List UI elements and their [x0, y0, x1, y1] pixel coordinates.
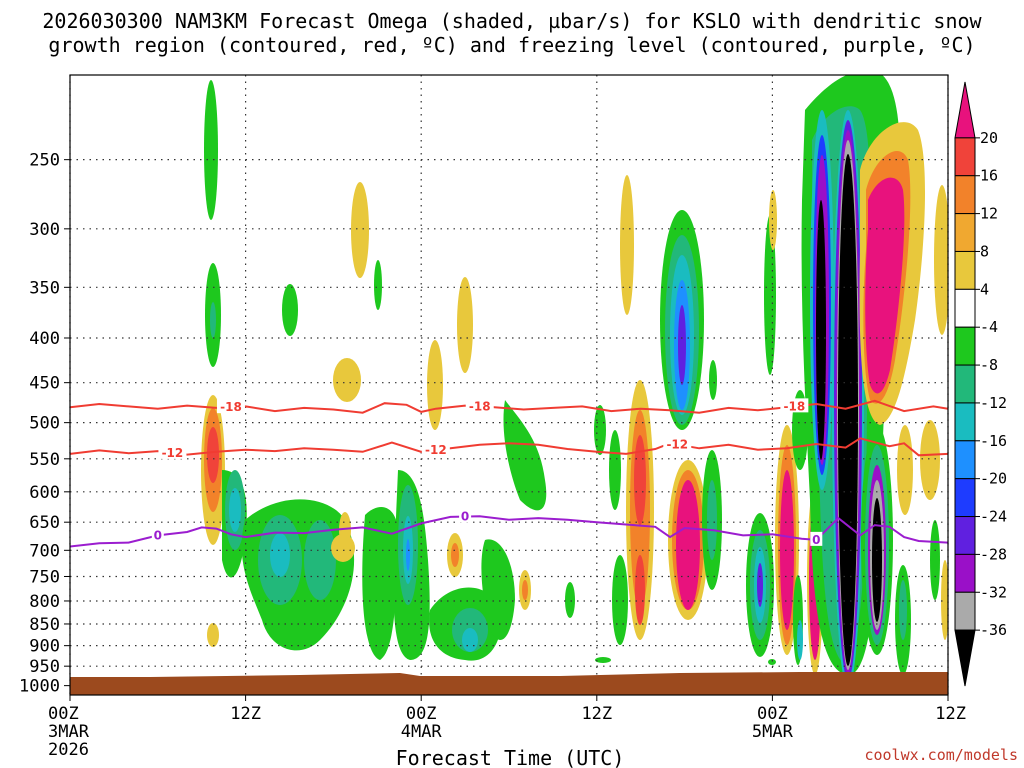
contour-label: 0 [461, 510, 469, 524]
x-tick-label: 00Z [48, 704, 79, 724]
omega-shading-layer [201, 75, 948, 690]
x-tick-date: 3MAR [48, 722, 90, 742]
contour-label: -18 [784, 399, 806, 413]
colorbar-swatch [954, 175, 976, 215]
contour-label: 0 [154, 528, 162, 542]
credit-text[interactable]: coolwx.com/models [864, 746, 1018, 764]
omega-blob [362, 277, 606, 661]
y-axis: 2503003504004505005506006507007508008509… [19, 151, 70, 697]
contour-label: -12 [162, 446, 184, 460]
y-tick-label: 700 [29, 541, 60, 561]
colorbar-swatch [954, 478, 976, 518]
contour-label-bg [421, 442, 450, 457]
colorbar-swatch [954, 288, 976, 328]
colorbar-label: -20 [980, 470, 1007, 488]
x-axis-label: Forecast Time (UTC) [396, 746, 625, 768]
contour-label-bg [663, 436, 692, 451]
colorbar-swatch [954, 402, 976, 442]
contour-label-bg [810, 531, 823, 546]
colorbar-swatch [954, 516, 976, 555]
colorbar: 20 16 12 8 4 -4 -8 -12 -16 -20 -24 -28 -32 -36 [954, 81, 1007, 687]
colorbar-label: 4 [980, 280, 989, 298]
y-tick-label: 300 [29, 220, 60, 240]
omega-blob [801, 75, 948, 690]
x-tick-label: 12Z [230, 704, 261, 724]
x-tick-date: 4MAR [401, 722, 443, 742]
omega-blob [595, 657, 611, 663]
colorbar-label: 8 [980, 242, 989, 260]
plot-frame [69, 74, 949, 696]
y-tick-label: 750 [29, 567, 60, 587]
x-tick-year: 2026 [48, 740, 89, 760]
y-tick-label: 1000 [19, 677, 60, 697]
omega-blob [609, 175, 722, 645]
y-tick-label: 650 [29, 513, 60, 533]
y-tick-label: 400 [29, 329, 60, 349]
contour-label: -18 [220, 400, 242, 414]
colorbar-label: -12 [980, 394, 1007, 412]
omega-blob [222, 358, 361, 651]
contour-label-bg [158, 444, 187, 459]
x-tick-label: 00Z [757, 704, 788, 724]
colorbar-swatch [954, 591, 976, 631]
y-tick-label: 850 [29, 615, 60, 635]
x-tick-label: 00Z [406, 704, 437, 724]
y-tick-label: 500 [29, 414, 60, 434]
y-tick-label: 950 [29, 657, 60, 677]
colorbar-swatch [954, 250, 976, 290]
colorbar-label: -4 [980, 318, 998, 336]
contour-label-bg [780, 398, 809, 413]
x-tick-date: 5MAR [752, 722, 794, 742]
omega-blob [768, 659, 776, 665]
colorbar-label: 12 [980, 205, 998, 223]
colorbar-swatch [954, 213, 976, 252]
colorbar-label: 16 [980, 167, 998, 185]
colorbar-swatch [954, 629, 976, 687]
x-tick-label: 12Z [935, 704, 966, 724]
y-tick-label: 900 [29, 637, 60, 657]
omega-blob [201, 395, 225, 647]
colorbar-swatch [954, 553, 976, 593]
colorbar-label: 20 [980, 129, 998, 147]
colorbar-swatch [954, 326, 976, 366]
colorbar-label: -32 [980, 583, 1007, 601]
y-tick-label: 800 [29, 592, 60, 612]
chart-title-line-2: growth region (contoured, red, ºC) and f… [48, 33, 975, 57]
contour-line-0 [70, 515, 948, 548]
colorbar-swatch [954, 364, 976, 404]
colorbar-label: -16 [980, 432, 1007, 450]
y-tick-label: 550 [29, 450, 60, 470]
contour-label-bg [459, 508, 472, 523]
y-tick-label: 450 [29, 374, 60, 394]
colorbar-swatch [954, 137, 976, 177]
y-tick-label: 350 [29, 278, 60, 298]
contour-label: -12 [425, 443, 447, 457]
omega-blob [204, 80, 382, 367]
terrain-ground [70, 672, 948, 695]
colorbar-label: -28 [980, 545, 1007, 563]
colorbar-label: -36 [980, 621, 1007, 639]
y-tick-label: 600 [29, 483, 60, 503]
contour-label-bg [151, 527, 164, 542]
colorbar-swatch [954, 440, 976, 480]
contour-line--12 [70, 437, 948, 457]
contour-label-bg [216, 399, 245, 414]
contour-label-bg [465, 398, 494, 413]
x-tick-label: 12Z [581, 704, 612, 724]
contour-label: 0 [812, 533, 820, 547]
chart-title-line-1: 2026030300 NAM3KM Forecast Omega (shaded… [42, 9, 982, 33]
y-tick-label: 250 [29, 151, 60, 171]
contour-label: -18 [469, 399, 491, 413]
contour-layer: -18 -18 -18 -12 -12 -12 0 0 0 [70, 398, 948, 548]
colorbar-label: -24 [980, 508, 1007, 526]
colorbar-swatch [954, 81, 976, 139]
contour-label: -12 [666, 438, 688, 452]
colorbar-label: -8 [980, 356, 998, 374]
